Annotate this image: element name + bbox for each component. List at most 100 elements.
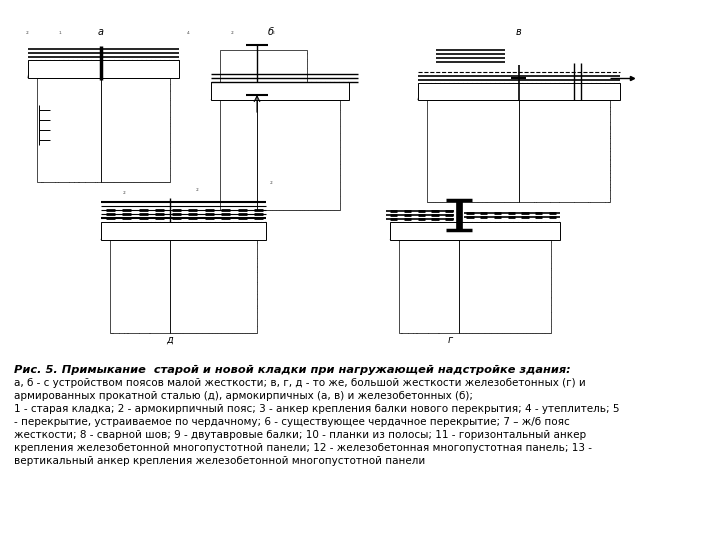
Point: [130, 278, 142, 286]
Point: [294, 173, 306, 181]
Point: [485, 141, 496, 150]
Point: [440, 320, 451, 329]
Point: [179, 323, 190, 332]
Point: [266, 117, 278, 126]
Point: [435, 191, 446, 199]
Point: [427, 181, 438, 190]
Point: [603, 142, 615, 151]
Point: [84, 151, 95, 160]
Point: [264, 141, 276, 150]
Point: [281, 97, 292, 106]
Point: [124, 302, 135, 311]
Point: [405, 257, 416, 266]
Point: [104, 150, 115, 158]
Point: [397, 265, 409, 273]
Point: [536, 252, 547, 261]
Point: [457, 269, 469, 278]
Point: [241, 66, 253, 75]
Point: [457, 309, 469, 318]
Point: [537, 267, 549, 276]
Point: [587, 143, 598, 151]
Point: [141, 282, 153, 291]
Point: [539, 120, 550, 129]
Point: [423, 272, 435, 280]
Point: [247, 205, 258, 214]
Point: [460, 315, 472, 324]
Point: [534, 303, 545, 312]
Point: [127, 274, 139, 282]
Point: [45, 141, 56, 150]
Point: [456, 105, 468, 114]
Point: [97, 168, 109, 177]
Point: [297, 72, 309, 81]
Point: [526, 166, 537, 174]
Point: [172, 270, 184, 279]
Point: [156, 244, 167, 252]
Point: [300, 109, 312, 118]
Point: [194, 313, 206, 322]
Point: [519, 120, 531, 129]
Point: [181, 281, 193, 289]
Point: [210, 245, 222, 254]
Point: [220, 123, 231, 131]
Point: [495, 305, 506, 313]
Point: [106, 133, 117, 141]
Point: [62, 143, 73, 152]
Point: [108, 79, 120, 88]
Point: [240, 113, 251, 122]
Point: [464, 314, 475, 322]
Point: [122, 130, 134, 139]
Point: [413, 309, 425, 318]
Point: [61, 102, 73, 110]
Point: [503, 245, 514, 254]
Point: [501, 166, 513, 175]
Point: [465, 102, 477, 111]
Point: [99, 163, 110, 172]
Point: [586, 161, 598, 170]
Point: [109, 252, 120, 261]
Point: [31, 76, 42, 84]
Point: [85, 127, 96, 136]
Point: [254, 135, 266, 144]
Point: [503, 308, 515, 317]
Point: [105, 98, 117, 106]
Point: [215, 46, 226, 55]
Point: [487, 173, 499, 181]
Point: [51, 91, 63, 99]
Point: [233, 120, 244, 129]
Point: [475, 245, 487, 254]
Point: [469, 314, 481, 323]
Point: [429, 137, 441, 145]
Point: [125, 325, 136, 334]
Point: [135, 78, 147, 86]
Point: [545, 314, 557, 322]
Point: [306, 144, 318, 152]
Point: [199, 241, 210, 250]
Point: [492, 246, 504, 254]
Point: [284, 114, 296, 123]
Point: [236, 111, 248, 119]
Point: [244, 72, 256, 80]
Point: [121, 132, 132, 140]
Point: [496, 145, 508, 153]
Point: [397, 310, 408, 319]
Point: [106, 98, 117, 106]
Point: [284, 146, 295, 154]
Point: [128, 326, 140, 334]
Point: [491, 248, 503, 257]
Point: [216, 183, 228, 192]
Point: [486, 124, 498, 133]
Point: [485, 154, 497, 163]
Point: [110, 159, 122, 167]
Point: [115, 276, 127, 285]
Point: [527, 99, 539, 107]
Point: [319, 111, 330, 120]
Point: [306, 152, 318, 161]
Point: [156, 293, 168, 301]
Point: [170, 314, 181, 322]
Point: [463, 315, 474, 324]
Point: [253, 52, 265, 61]
Point: [95, 122, 107, 131]
Point: [501, 241, 513, 250]
Point: [139, 101, 150, 110]
